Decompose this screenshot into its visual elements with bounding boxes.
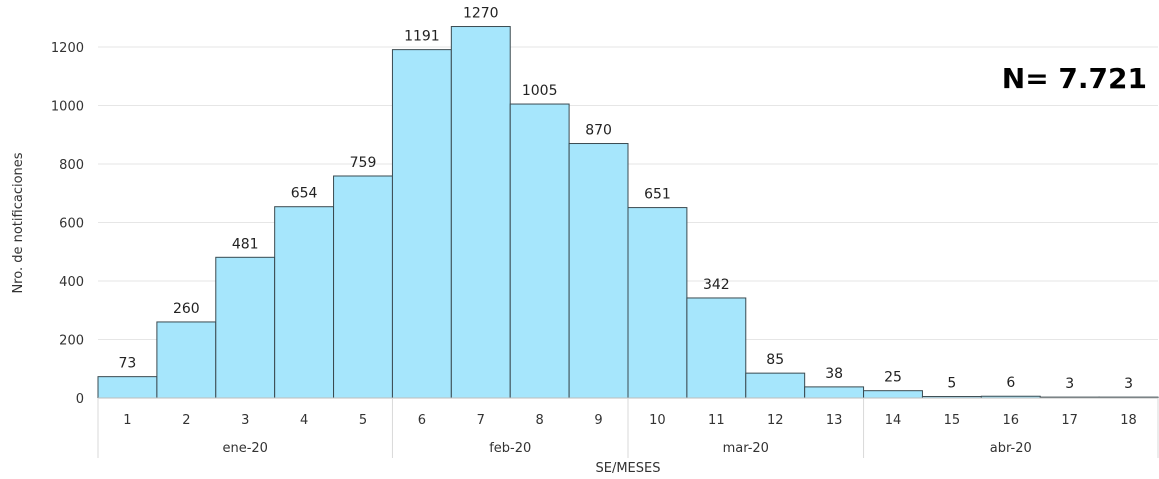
x-tick-label: 12 <box>767 413 784 428</box>
bar-labels: 73 260 481 654 759 1191 1270 1005 870 651 342 85 38 2… <box>119 6 1133 393</box>
x-tick-label: 1 <box>123 413 131 428</box>
bar <box>274 206 335 399</box>
x-tick-label: 13 <box>826 413 843 428</box>
month-group-label: ene-20 <box>222 441 267 456</box>
bar-value-label: 260 <box>173 301 200 317</box>
bar-value-label: 651 <box>644 187 671 203</box>
bar <box>745 372 806 399</box>
bar-value-label: 481 <box>232 236 259 252</box>
bar-value-label: 73 <box>119 356 137 372</box>
bar <box>509 103 570 399</box>
bar <box>215 256 276 399</box>
month-group-label: feb-20 <box>489 441 531 456</box>
x-tick-label: 9 <box>594 413 602 428</box>
y-tick-label: 800 <box>59 158 84 173</box>
bar-value-label: 654 <box>291 186 318 202</box>
y-tick-label: 0 <box>76 392 84 407</box>
x-tick-label: 7 <box>477 413 485 428</box>
bar <box>333 175 393 399</box>
bar <box>804 386 865 399</box>
bar-value-label: 25 <box>884 370 902 386</box>
x-tick-label: 11 <box>708 413 725 428</box>
month-group-label: mar-20 <box>723 441 769 456</box>
bars <box>97 26 1159 399</box>
y-tick-label: 200 <box>59 334 84 349</box>
bar-value-label: 1005 <box>522 83 558 99</box>
y-tick-label: 400 <box>59 275 84 290</box>
bar-value-label: 1270 <box>463 6 499 22</box>
bar <box>568 143 629 399</box>
bar-value-label: 5 <box>947 376 956 392</box>
x-tick-label: 4 <box>300 413 308 428</box>
bar-value-label: 342 <box>703 277 730 293</box>
bar-value-label: 3 <box>1065 376 1074 392</box>
bar <box>450 26 511 399</box>
bar <box>97 376 158 399</box>
month-group-label: abr-20 <box>990 441 1032 456</box>
x-tick-label: 6 <box>418 413 426 428</box>
bar-value-label: 870 <box>585 123 612 139</box>
x-tick-label: 17 <box>1061 413 1078 428</box>
x-tick-label: 10 <box>649 413 666 428</box>
y-tick-label: 1200 <box>51 41 84 56</box>
bar-value-label: 38 <box>825 366 843 382</box>
x-tick-label: 8 <box>536 413 544 428</box>
bar-value-label: 85 <box>766 352 784 368</box>
x-tick-label: 3 <box>241 413 249 428</box>
y-tick-label: 600 <box>59 217 84 232</box>
bar <box>391 49 452 399</box>
bar <box>686 297 747 399</box>
x-tick-label: 14 <box>885 413 902 428</box>
total-count-annotation: N= 7.721 <box>1001 62 1147 95</box>
bar <box>863 390 923 399</box>
y-tick-label: 1000 <box>51 100 84 115</box>
y-axis-ticks: 0 200 400 600 800 1000 1200 <box>51 41 84 407</box>
y-axis-title: Nro. de notificaciones <box>11 152 26 293</box>
bar-value-label: 3 <box>1124 376 1133 392</box>
bar-value-label: 6 <box>1006 375 1015 391</box>
x-tick-label: 18 <box>1120 413 1137 428</box>
bar <box>627 207 688 399</box>
bar-value-label: 1191 <box>404 29 440 45</box>
x-axis-title: SE/MESES <box>596 461 661 476</box>
bar-value-label: 759 <box>350 155 377 171</box>
x-tick-label: 5 <box>359 413 367 428</box>
x-tick-label: 16 <box>1003 413 1020 428</box>
x-tick-label: 15 <box>944 413 961 428</box>
x-tick-label: 2 <box>182 413 190 428</box>
bar <box>156 321 217 399</box>
